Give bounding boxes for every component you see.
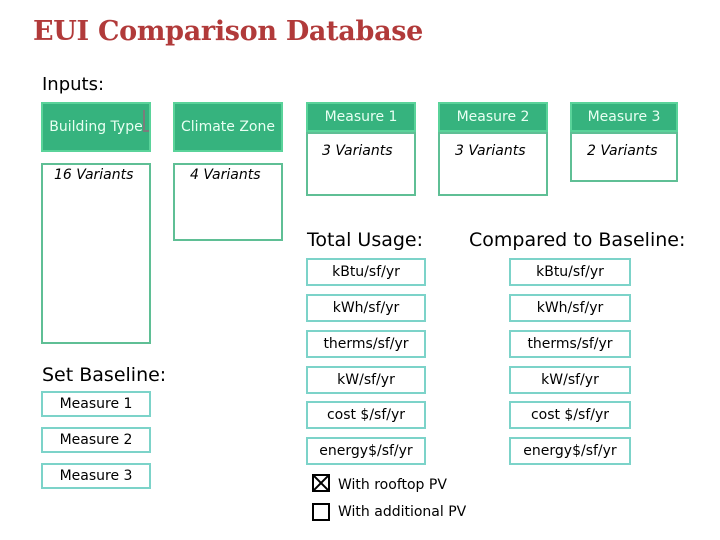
total-kwh-button[interactable]: kWh/sf/yr: [306, 294, 426, 322]
climate-zone-header[interactable]: Climate Zone: [173, 102, 283, 152]
baseline-option-label: Measure 3: [59, 468, 133, 484]
total-cost-button[interactable]: cost $/sf/yr: [306, 401, 426, 429]
measure-3-list[interactable]: [570, 132, 678, 182]
unit-label: energy$/sf/yr: [523, 443, 617, 459]
unit-label: cost $/sf/yr: [326, 407, 406, 423]
climate-zone-variants: 4 Variants: [190, 167, 261, 183]
baseline-measure-3-button[interactable]: Measure 3: [41, 463, 151, 489]
baseline-measure-1-button[interactable]: Measure 1: [41, 391, 151, 417]
climate-zone-label: Climate Zone: [181, 118, 275, 135]
unit-label: therms/sf/yr: [323, 336, 409, 352]
page-title: EUI Comparison Database: [33, 16, 424, 47]
total-energy-cost-button[interactable]: energy$/sf/yr: [306, 437, 426, 465]
checked-x-icon: [314, 476, 328, 490]
measure-2-list[interactable]: [438, 132, 548, 196]
unit-label: therms/sf/yr: [527, 336, 613, 352]
set-baseline-label: Set Baseline:: [42, 364, 167, 386]
compared-kwh-button[interactable]: kWh/sf/yr: [509, 294, 631, 322]
measure-1-list[interactable]: [306, 132, 416, 196]
unit-label: energy$/sf/yr: [319, 443, 413, 459]
bracket-decoration: [143, 110, 149, 132]
measure-2-variants: 3 Variants: [455, 143, 526, 159]
unit-label: kWh/sf/yr: [332, 300, 400, 316]
compared-kbtu-button[interactable]: kBtu/sf/yr: [509, 258, 631, 286]
unit-label: kW/sf/yr: [337, 372, 395, 388]
unit-label: kBtu/sf/yr: [536, 264, 604, 280]
measure-3-label: Measure 3: [587, 108, 661, 125]
rooftop-pv-checkbox[interactable]: [312, 474, 330, 492]
compared-cost-button[interactable]: cost $/sf/yr: [509, 401, 631, 429]
additional-pv-checkbox[interactable]: [312, 503, 330, 521]
measure-3-variants: 2 Variants: [587, 143, 658, 159]
unit-label: cost $/sf/yr: [530, 407, 610, 423]
building-type-header[interactable]: Building Type: [41, 102, 151, 152]
total-kw-button[interactable]: kW/sf/yr: [306, 366, 426, 394]
total-kbtu-button[interactable]: kBtu/sf/yr: [306, 258, 426, 286]
unit-label: kWh/sf/yr: [536, 300, 604, 316]
unit-label: kBtu/sf/yr: [332, 264, 400, 280]
unit-label: kW/sf/yr: [541, 372, 599, 388]
measure-1-header[interactable]: Measure 1: [306, 102, 416, 132]
compared-to-baseline-label: Compared to Baseline:: [469, 229, 686, 251]
baseline-option-label: Measure 1: [59, 396, 133, 412]
inputs-label: Inputs:: [42, 74, 105, 95]
measure-1-variants: 3 Variants: [322, 143, 393, 159]
compared-therms-button[interactable]: therms/sf/yr: [509, 330, 631, 358]
baseline-option-label: Measure 2: [59, 432, 133, 448]
measure-2-label: Measure 2: [456, 108, 530, 125]
total-therms-button[interactable]: therms/sf/yr: [306, 330, 426, 358]
compared-energy-cost-button[interactable]: energy$/sf/yr: [509, 437, 631, 465]
compared-kw-button[interactable]: kW/sf/yr: [509, 366, 631, 394]
building-type-variants: 16 Variants: [54, 167, 134, 183]
measure-1-label: Measure 1: [324, 108, 398, 125]
building-type-label: Building Type: [49, 118, 143, 135]
additional-pv-label: With additional PV: [338, 504, 467, 520]
building-type-list[interactable]: [41, 163, 151, 344]
climate-zone-list[interactable]: [173, 163, 283, 241]
rooftop-pv-label: With rooftop PV: [338, 477, 447, 493]
baseline-measure-2-button[interactable]: Measure 2: [41, 427, 151, 453]
measure-3-header[interactable]: Measure 3: [570, 102, 678, 132]
total-usage-label: Total Usage:: [307, 229, 424, 251]
measure-2-header[interactable]: Measure 2: [438, 102, 548, 132]
